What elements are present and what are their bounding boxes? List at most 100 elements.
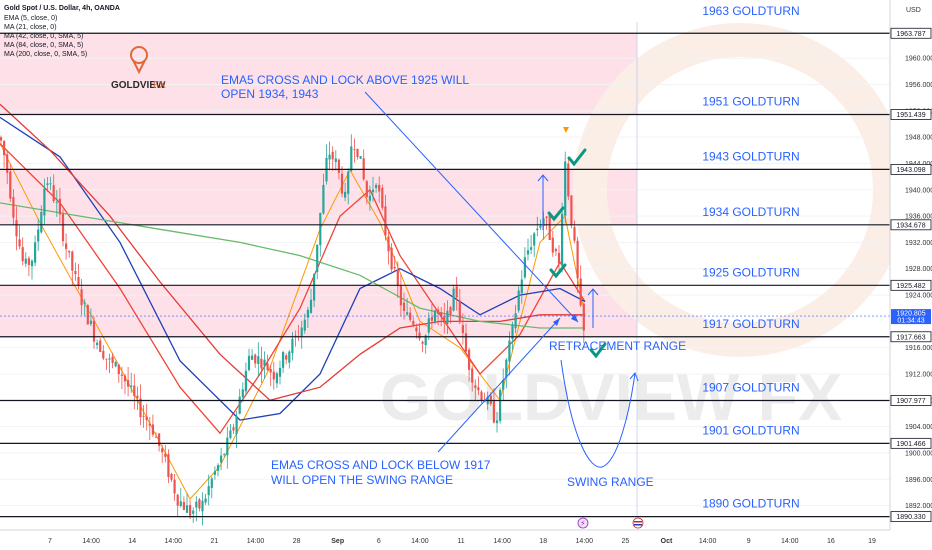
price-tick-label: 1940.000 xyxy=(905,187,932,194)
candle-body xyxy=(81,289,83,305)
candle-body xyxy=(186,505,188,513)
candle-body xyxy=(276,373,278,383)
level-price-label: 1901.466 xyxy=(896,441,925,448)
candle-body xyxy=(180,501,182,506)
level-price-label: 1917.663 xyxy=(896,334,925,341)
candle-body xyxy=(505,360,507,378)
time-tick-label: 14:00 xyxy=(82,538,100,545)
range-zone xyxy=(0,285,637,336)
top-note-line1: EMA5 CROSS AND LOCK ABOVE 1925 WILL xyxy=(221,73,469,87)
candle-body xyxy=(220,456,222,463)
candle-body xyxy=(341,174,343,194)
candle-body xyxy=(539,226,541,228)
candle-body xyxy=(524,257,526,277)
candle-body xyxy=(112,357,114,363)
candle-body xyxy=(133,386,135,397)
candle-body xyxy=(205,498,207,502)
candle-body xyxy=(282,352,284,368)
price-tick-label: 1896.000 xyxy=(905,477,932,484)
candle-body xyxy=(155,437,157,438)
candle-body xyxy=(567,164,569,197)
candle-body xyxy=(573,227,575,241)
candle-body xyxy=(518,291,520,311)
level-label: 1907 GOLDTURN xyxy=(702,380,799,394)
candle-body xyxy=(223,454,225,455)
candle-body xyxy=(158,434,160,446)
countdown-label: 01:34:43 xyxy=(897,318,924,325)
time-tick-label: 14:00 xyxy=(247,538,265,545)
level-price-label: 1951.439 xyxy=(896,112,925,119)
candle-body xyxy=(146,417,148,421)
candle-body xyxy=(12,197,14,217)
candle-body xyxy=(56,202,58,203)
candle-body xyxy=(226,438,228,456)
candle-body xyxy=(322,185,324,213)
candle-body xyxy=(304,320,306,331)
candle-body xyxy=(242,389,244,397)
candle-body xyxy=(229,430,231,438)
time-tick-label: Oct xyxy=(661,538,673,545)
flag-stripe xyxy=(634,524,642,526)
candle-body xyxy=(43,189,45,216)
candle-body xyxy=(493,400,495,422)
candle-body xyxy=(143,416,145,417)
candle-body xyxy=(369,196,371,201)
candle-body xyxy=(363,158,365,179)
candle-body xyxy=(443,316,445,323)
candle-body xyxy=(84,302,86,303)
candle-body xyxy=(456,286,458,297)
candle-body xyxy=(118,365,120,375)
candle-body xyxy=(285,355,287,359)
candle-body xyxy=(260,359,262,369)
time-tick-label: 6 xyxy=(377,538,381,545)
candle-body xyxy=(71,252,73,271)
candle-body xyxy=(68,251,70,253)
level-price-label: 1907.977 xyxy=(896,398,925,405)
level-price-label: 1925.482 xyxy=(896,283,925,290)
price-tick-label: 1928.000 xyxy=(905,266,932,273)
candle-body xyxy=(375,185,377,188)
indicator-legend-item: EMA (5, close, 0) xyxy=(4,15,57,22)
price-tick-label: 1900.000 xyxy=(905,450,932,457)
price-tick-label: 1904.000 xyxy=(905,424,932,431)
time-tick-label: 14:00 xyxy=(411,538,429,545)
candle-body xyxy=(329,155,331,160)
candle-body xyxy=(496,420,498,423)
level-label: 1934 GOLDTURN xyxy=(702,205,799,219)
candle-body xyxy=(121,375,123,376)
candle-body xyxy=(208,486,210,495)
candle-body xyxy=(347,172,349,194)
candle-body xyxy=(400,286,402,306)
candle-body xyxy=(46,183,48,185)
indicator-legend-item: MA (21, close, 0) xyxy=(4,24,57,31)
level-price-label: 1963.787 xyxy=(896,31,925,38)
candle-body xyxy=(124,376,126,382)
candle-body xyxy=(77,277,79,285)
candle-body xyxy=(335,158,337,162)
bottom-note-line1: EMA5 CROSS AND LOCK BELOW 1917 xyxy=(271,458,491,472)
candle-body xyxy=(251,356,253,360)
candle-body xyxy=(391,248,393,270)
candle-body xyxy=(332,152,334,160)
level-price-label: 1943.098 xyxy=(896,167,925,174)
candle-body xyxy=(62,214,64,241)
candle-body xyxy=(74,271,76,274)
candle-body xyxy=(403,303,405,311)
indicator-legend-item: MA (84, close, 0, SMA, 5) xyxy=(4,42,83,49)
candle-body xyxy=(350,146,352,170)
level-label: 1963 GOLDTURN xyxy=(702,4,799,18)
candle-body xyxy=(530,247,532,250)
time-tick-label: 9 xyxy=(747,538,751,545)
candle-body xyxy=(53,185,55,201)
flag-marker-icon xyxy=(633,518,643,528)
candle-body xyxy=(31,261,33,267)
candle-body xyxy=(177,495,179,506)
candle-body xyxy=(415,328,417,332)
candle-body xyxy=(360,156,362,158)
time-tick-label: 14 xyxy=(128,538,136,545)
symbol-title: Gold Spot / U.S. Dollar, 4h, OANDA xyxy=(4,5,120,12)
candle-body xyxy=(449,307,451,314)
last-price-label: 1920.805 xyxy=(896,311,925,318)
brand-suffix: FX xyxy=(153,80,166,91)
candle-body xyxy=(59,199,61,214)
